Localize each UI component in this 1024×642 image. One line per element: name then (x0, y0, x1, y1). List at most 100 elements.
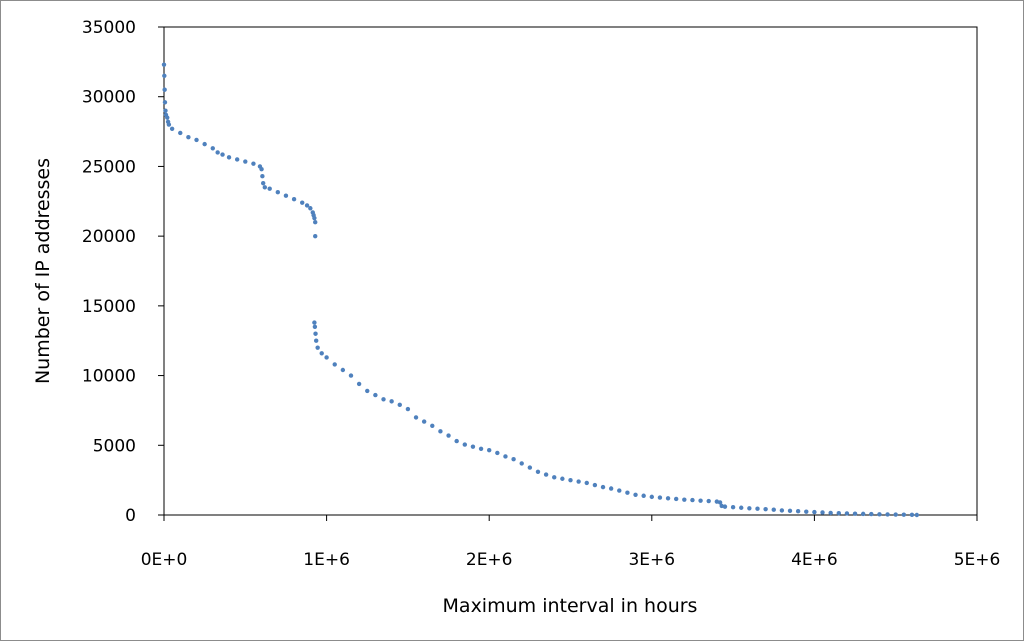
data-point (405, 406, 411, 412)
data-point (304, 203, 310, 208)
data-point (478, 446, 484, 451)
y-tick-label: 35000 (82, 18, 136, 38)
y-tick-label: 0 (125, 506, 136, 526)
data-point (527, 465, 533, 470)
data-point (215, 150, 220, 155)
data-point (438, 429, 443, 434)
data-point (332, 362, 337, 367)
y-tick-label: 5000 (93, 436, 136, 456)
data-point (617, 488, 622, 493)
data-point (487, 447, 492, 453)
data-point (568, 477, 573, 483)
x-tick-label: 0E+0 (141, 550, 188, 570)
data-point (706, 498, 711, 504)
data-point (220, 152, 225, 157)
data-point (812, 509, 817, 515)
data-point (162, 100, 168, 105)
y-tick-label: 25000 (82, 157, 136, 177)
data-point (251, 161, 256, 166)
data-point (262, 185, 268, 190)
data-point (186, 134, 191, 140)
data-point (178, 130, 183, 136)
data-point (722, 504, 728, 509)
data-point (308, 206, 313, 211)
data-point (779, 508, 785, 513)
data-point (324, 355, 329, 360)
data-point (454, 438, 459, 444)
data-point (260, 180, 266, 186)
data-point (313, 220, 318, 225)
data-point (852, 511, 858, 516)
x-tick-label: 5E+6 (954, 550, 1001, 570)
data-point (202, 141, 207, 147)
data-point (909, 512, 915, 518)
data-point (312, 215, 317, 221)
data-point (747, 506, 752, 511)
data-point (828, 510, 833, 516)
x-tick-label: 2E+6 (466, 550, 513, 570)
x-tick-label: 4E+6 (791, 550, 838, 570)
data-point (210, 146, 215, 151)
data-point (657, 495, 663, 500)
data-point (901, 512, 907, 517)
data-point (259, 167, 264, 172)
data-point (291, 196, 297, 202)
x-axis-ticks: 0E+0 1E+6 2E+6 3E+6 4E+6 5E+6 (141, 515, 1001, 570)
data-point (860, 511, 866, 517)
y-axis-title: Number of IP addresses (32, 158, 54, 384)
data-point (234, 157, 240, 162)
data-point (633, 492, 638, 497)
data-point (739, 505, 744, 510)
data-point (795, 509, 801, 514)
data-point (787, 508, 793, 514)
data-point (869, 511, 874, 517)
data-point (365, 388, 370, 394)
data-point (312, 324, 318, 329)
x-tick-label: 1E+6 (303, 550, 350, 570)
data-point (283, 193, 289, 198)
data-point (820, 510, 825, 515)
y-axis-ticks: 0 5000 10000 15000 20000 25000 30000 35000 (82, 18, 164, 526)
data-point (243, 159, 248, 164)
data-point (885, 512, 890, 517)
data-point (641, 493, 646, 498)
data-point (535, 469, 541, 474)
data-point (162, 87, 167, 92)
data-point (356, 381, 362, 387)
data-point (315, 345, 320, 350)
data-point (584, 480, 589, 486)
data-point (373, 392, 378, 398)
data-point (163, 108, 168, 113)
data-point (877, 512, 882, 517)
data-point (430, 423, 435, 428)
data-points (161, 62, 920, 518)
data-point (836, 510, 841, 516)
data-point (552, 475, 557, 480)
data-point (608, 486, 614, 491)
data-point (275, 190, 281, 195)
data-point (446, 433, 451, 438)
plot-area (163, 26, 978, 516)
data-point (600, 484, 606, 490)
data-point (665, 496, 671, 501)
data-point (161, 62, 167, 67)
data-point (169, 126, 175, 131)
data-point (771, 507, 776, 512)
y-tick-label: 10000 (82, 367, 136, 387)
y-tick-label: 20000 (82, 227, 136, 247)
data-point (226, 155, 232, 160)
data-point (804, 509, 809, 514)
data-point (763, 506, 768, 512)
data-point (755, 506, 760, 511)
data-point (893, 512, 898, 517)
data-point (503, 454, 508, 459)
data-point (673, 496, 679, 502)
x-tick-label: 3E+6 (628, 550, 675, 570)
data-point (543, 472, 549, 477)
data-point (470, 444, 476, 449)
data-point (313, 331, 318, 336)
data-point (194, 137, 199, 143)
data-point (495, 450, 500, 456)
